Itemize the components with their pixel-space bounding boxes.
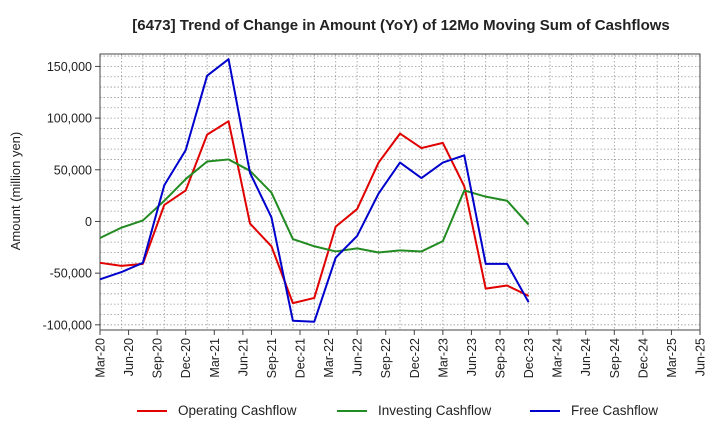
y-tick-label: 50,000 <box>54 163 92 177</box>
legend-label-investing-cashflow: Investing Cashflow <box>378 403 492 418</box>
x-tick-label: Mar-21 <box>208 338 222 378</box>
x-tick-label: Mar-24 <box>551 338 565 378</box>
x-tick-label: Sep-22 <box>379 338 393 378</box>
y-tick-label: -100,000 <box>43 318 92 332</box>
x-tick-label: Sep-23 <box>494 338 508 378</box>
legend-label-operating-cashflow: Operating Cashflow <box>178 403 297 418</box>
x-tick-label: Sep-21 <box>265 338 279 378</box>
x-tick-label: Mar-25 <box>665 338 679 378</box>
y-tick-label: 100,000 <box>47 112 92 126</box>
x-tick-label: Dec-21 <box>294 338 308 378</box>
x-tick-label: Dec-20 <box>179 338 193 378</box>
x-tick-label: Dec-23 <box>522 338 536 378</box>
x-tick-label: Jun-23 <box>465 338 479 376</box>
y-tick-label: 150,000 <box>47 60 92 74</box>
series-line-operating-cashflow <box>99 120 530 305</box>
x-tick-label: Jun-22 <box>351 338 365 376</box>
x-tick-label: Mar-20 <box>94 338 108 378</box>
x-tick-label: Sep-24 <box>608 338 622 378</box>
series-line-free-cashflow <box>99 58 530 323</box>
chart-title: [6473] Trend of Change in Amount (YoY) o… <box>132 17 670 34</box>
x-tick-label: Sep-20 <box>151 338 165 378</box>
x-tick-label: Jun-25 <box>694 338 708 376</box>
plot-area: 150,000100,00050,0000-50,000-100,000Mar-… <box>43 53 708 378</box>
y-tick-label: 0 <box>85 215 92 229</box>
y-axis-label: Amount (million yen) <box>8 132 23 251</box>
legend: Operating Cashflow Investing Cashflow Free… <box>137 403 658 418</box>
x-tick-label: Jun-24 <box>579 338 593 376</box>
x-tick-label: Dec-24 <box>636 338 650 378</box>
series-line-investing-cashflow <box>99 158 530 254</box>
y-tick-label: -50,000 <box>50 267 92 281</box>
x-tick-label: Jun-21 <box>236 338 250 376</box>
plot-border <box>99 53 701 331</box>
x-tick-label: Dec-22 <box>408 338 422 378</box>
x-tick-label: Jun-20 <box>122 338 136 376</box>
x-tick-label: Mar-23 <box>436 338 450 378</box>
x-tick-label: Mar-22 <box>322 338 336 378</box>
legend-label-free-cashflow: Free Cashflow <box>571 403 658 418</box>
